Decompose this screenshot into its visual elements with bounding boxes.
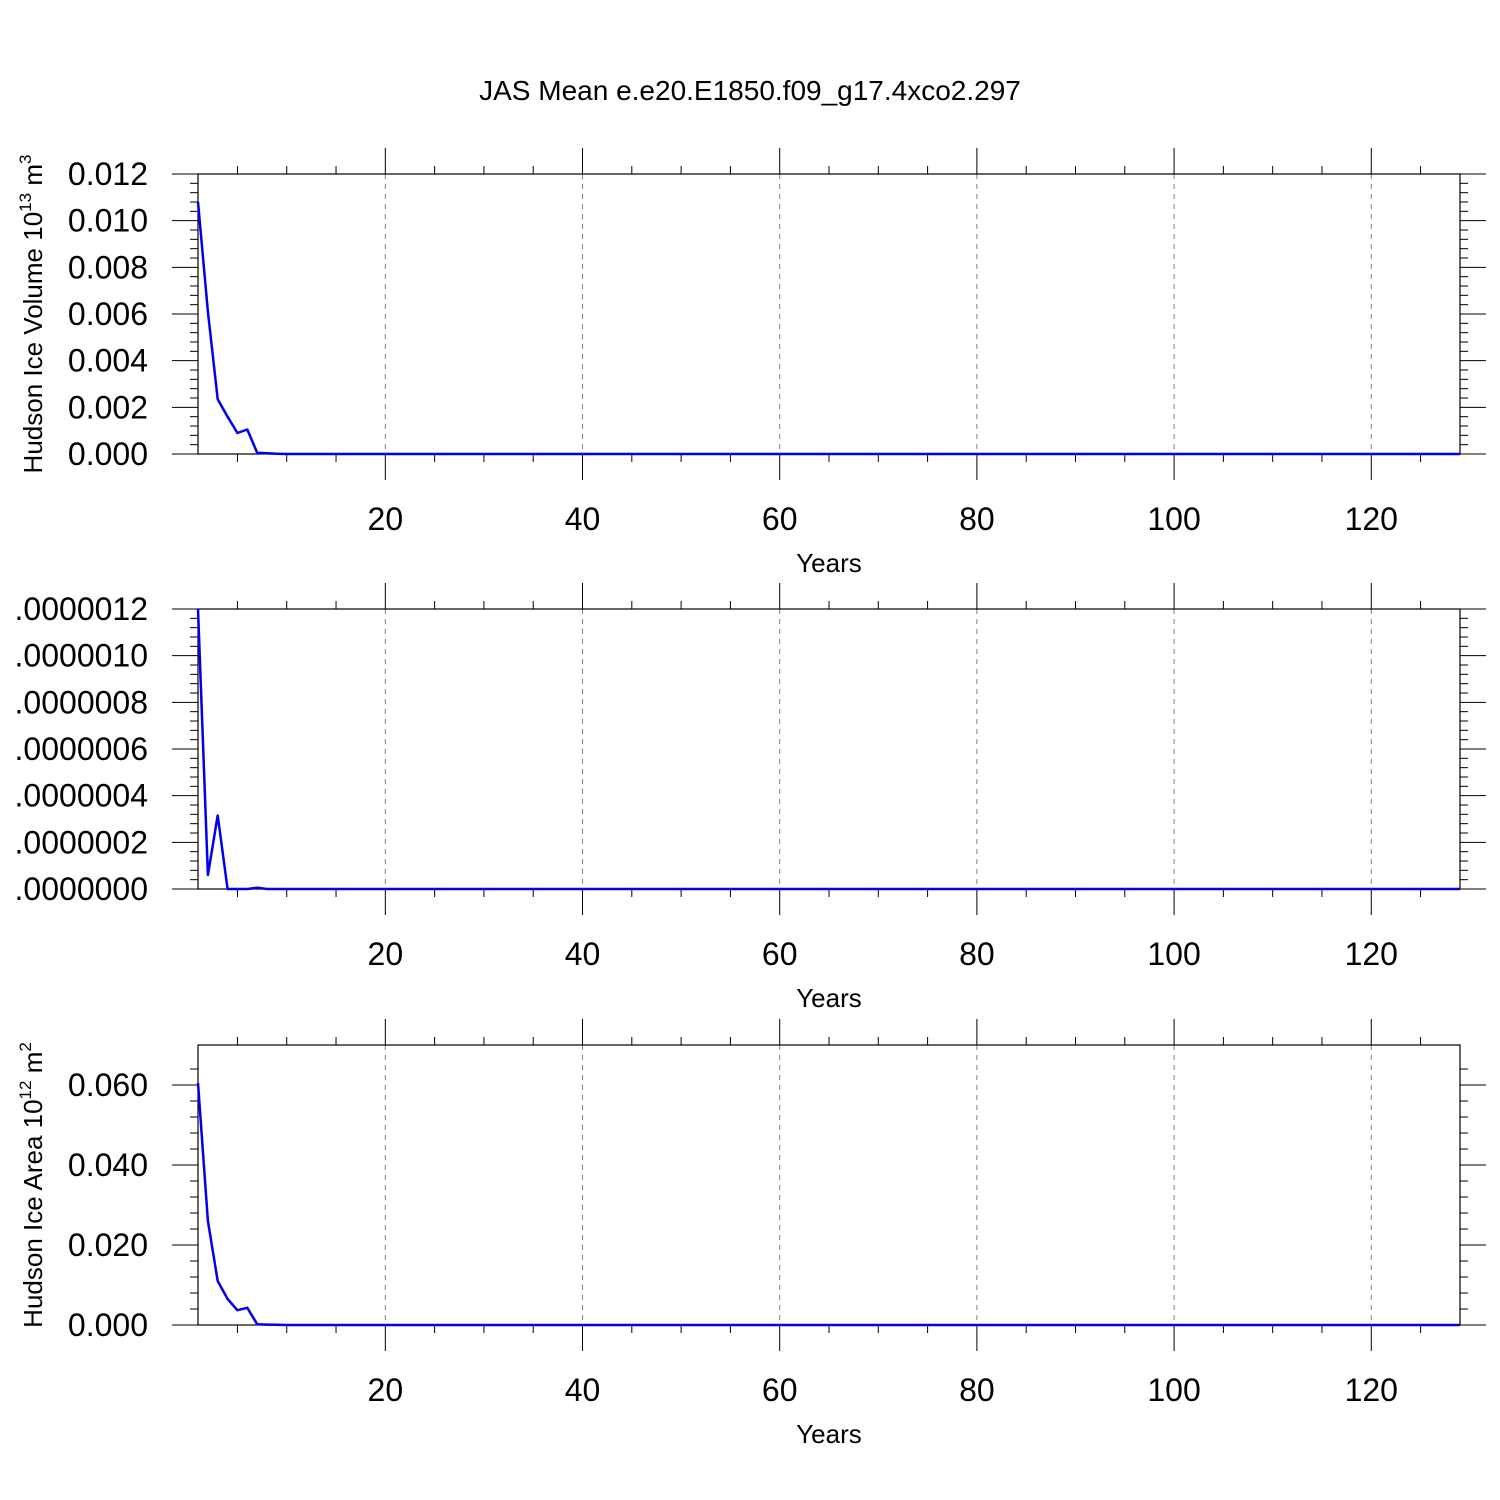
y-tick-label: 0.040 <box>68 1147 148 1183</box>
y-tick-label: 0.000 <box>68 1307 148 1343</box>
y-tick-label: 0.020 <box>68 1227 148 1263</box>
x-axis-label: Years <box>796 548 862 578</box>
plot-frame <box>197 608 1461 890</box>
x-tick-label: 20 <box>368 936 404 972</box>
y-tick-label: 0.004 <box>68 343 148 379</box>
x-tick-label: 60 <box>762 936 798 972</box>
x-tick-label: 120 <box>1345 936 1398 972</box>
y-tick-label: .0000006 <box>15 731 148 767</box>
plot-frame <box>197 173 1461 455</box>
y-axis-label: Hudson Ice Area 1012 m2 <box>16 1042 48 1328</box>
x-tick-label: 20 <box>368 1372 404 1408</box>
x-tick-label: 120 <box>1345 501 1398 537</box>
y-tick-label: 0.012 <box>68 156 148 192</box>
x-tick-label: 40 <box>565 936 601 972</box>
x-tick-label: 60 <box>762 501 798 537</box>
series-line-1 <box>196 1082 1460 1327</box>
series-line-1 <box>196 608 1460 891</box>
plot-frame <box>197 1044 1461 1326</box>
y-axis-label: Hudson Ice Volume 1013 m3 <box>16 155 48 474</box>
figure-title: JAS Mean e.e20.E1850.f09_g17.4xco2.297 <box>479 75 1021 106</box>
y-tick-label: 0.002 <box>68 389 148 425</box>
x-tick-label: 100 <box>1147 1372 1200 1408</box>
chart-panel-3: 20 40 60 80 100 120 0.000 0.020 0.040 0.060 Years H… <box>16 1019 1486 1449</box>
x-tick-label: 100 <box>1147 936 1200 972</box>
x-tick-label: 80 <box>959 501 995 537</box>
series-line-1 <box>196 201 1460 456</box>
y-tick-label: 0.000 <box>68 436 148 472</box>
x-axis-label: Years <box>796 983 862 1013</box>
chart-panel-2: 20 40 60 80 100 120 .0000000 .0000002 .0000004 .0… <box>15 583 1486 1013</box>
y-tick-label: .0000012 <box>15 591 148 627</box>
y-tick-label: .0000010 <box>15 638 148 674</box>
y-tick-label: 0.010 <box>68 203 148 239</box>
x-tick-label: 80 <box>959 936 995 972</box>
y-tick-label: 0.060 <box>68 1067 148 1103</box>
y-tick-label: 0.006 <box>68 296 148 332</box>
chart-panel-1: 20 40 60 80 100 120 0.000 0.002 0.004 0.006 0.008 0… <box>16 148 1486 578</box>
x-tick-label: 80 <box>959 1372 995 1408</box>
y-tick-label: .0000000 <box>15 871 148 907</box>
x-axis-label: Years <box>796 1419 862 1449</box>
y-tick-label: .0000008 <box>15 684 148 720</box>
x-tick-label: 120 <box>1345 1372 1398 1408</box>
x-tick-label: 20 <box>368 501 404 537</box>
chart-panels: 20 40 60 80 100 120 0.000 0.002 0.004 0.006 0.008 0… <box>15 148 1486 1449</box>
x-tick-label: 60 <box>762 1372 798 1408</box>
y-tick-label: .0000002 <box>15 824 148 860</box>
y-tick-label: 0.008 <box>68 249 148 285</box>
x-tick-label: 100 <box>1147 501 1200 537</box>
y-tick-label: .0000004 <box>15 778 148 814</box>
x-tick-label: 40 <box>565 1372 601 1408</box>
x-tick-label: 40 <box>565 501 601 537</box>
